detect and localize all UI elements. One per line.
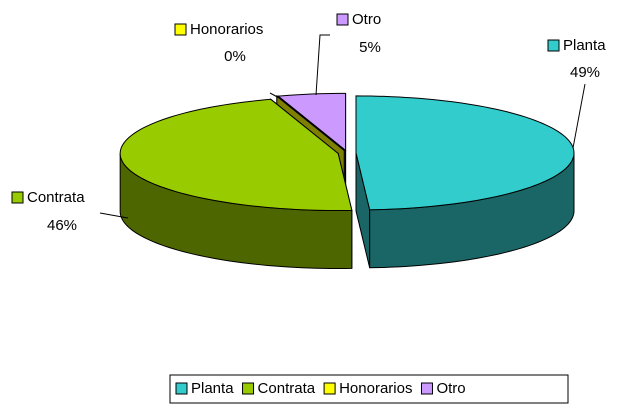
legend-box xyxy=(169,374,569,404)
legend-label: Honorarios xyxy=(339,380,412,397)
data-label-name: Otro xyxy=(352,11,381,28)
label-swatch xyxy=(174,23,187,36)
legend-swatch xyxy=(175,382,188,395)
data-label-name: Honorarios xyxy=(190,21,263,38)
data-label: 46% xyxy=(47,217,77,234)
pie-slice xyxy=(119,98,353,212)
data-label-name: Contrata xyxy=(27,189,85,206)
data-label: 49% xyxy=(570,64,600,81)
leader-line xyxy=(315,34,330,96)
data-label-name: Planta xyxy=(563,37,606,54)
label-swatch xyxy=(11,191,24,204)
leader-line xyxy=(269,92,284,101)
pie-slice xyxy=(276,92,347,152)
leader-line xyxy=(572,83,586,149)
legend-swatch xyxy=(323,382,336,395)
legend-swatch xyxy=(242,382,255,395)
pie-slice xyxy=(355,95,575,211)
data-label: 0% xyxy=(224,48,246,65)
label-swatch xyxy=(547,39,560,52)
data-label: 5% xyxy=(359,39,381,56)
legend-swatch xyxy=(420,382,433,395)
leader-line xyxy=(99,212,129,219)
legend-label: Contrata xyxy=(258,380,316,397)
legend-label: Otro xyxy=(436,380,465,397)
legend-label: Planta xyxy=(191,380,234,397)
label-swatch xyxy=(336,13,349,26)
